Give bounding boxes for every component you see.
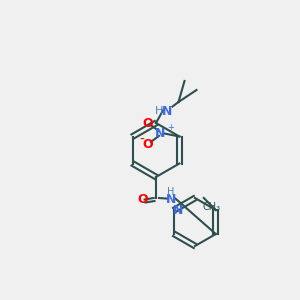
Text: O: O (142, 137, 153, 151)
Text: N: N (166, 193, 176, 206)
Text: +: + (167, 123, 174, 132)
Text: N: N (172, 203, 183, 217)
Text: O: O (137, 193, 148, 206)
Text: N: N (155, 127, 165, 140)
Text: H: H (167, 187, 175, 197)
Text: N: N (162, 105, 172, 118)
Text: O: O (142, 116, 153, 130)
Text: H: H (155, 106, 163, 116)
Text: CH₃: CH₃ (202, 202, 220, 212)
Text: -: - (140, 133, 144, 146)
